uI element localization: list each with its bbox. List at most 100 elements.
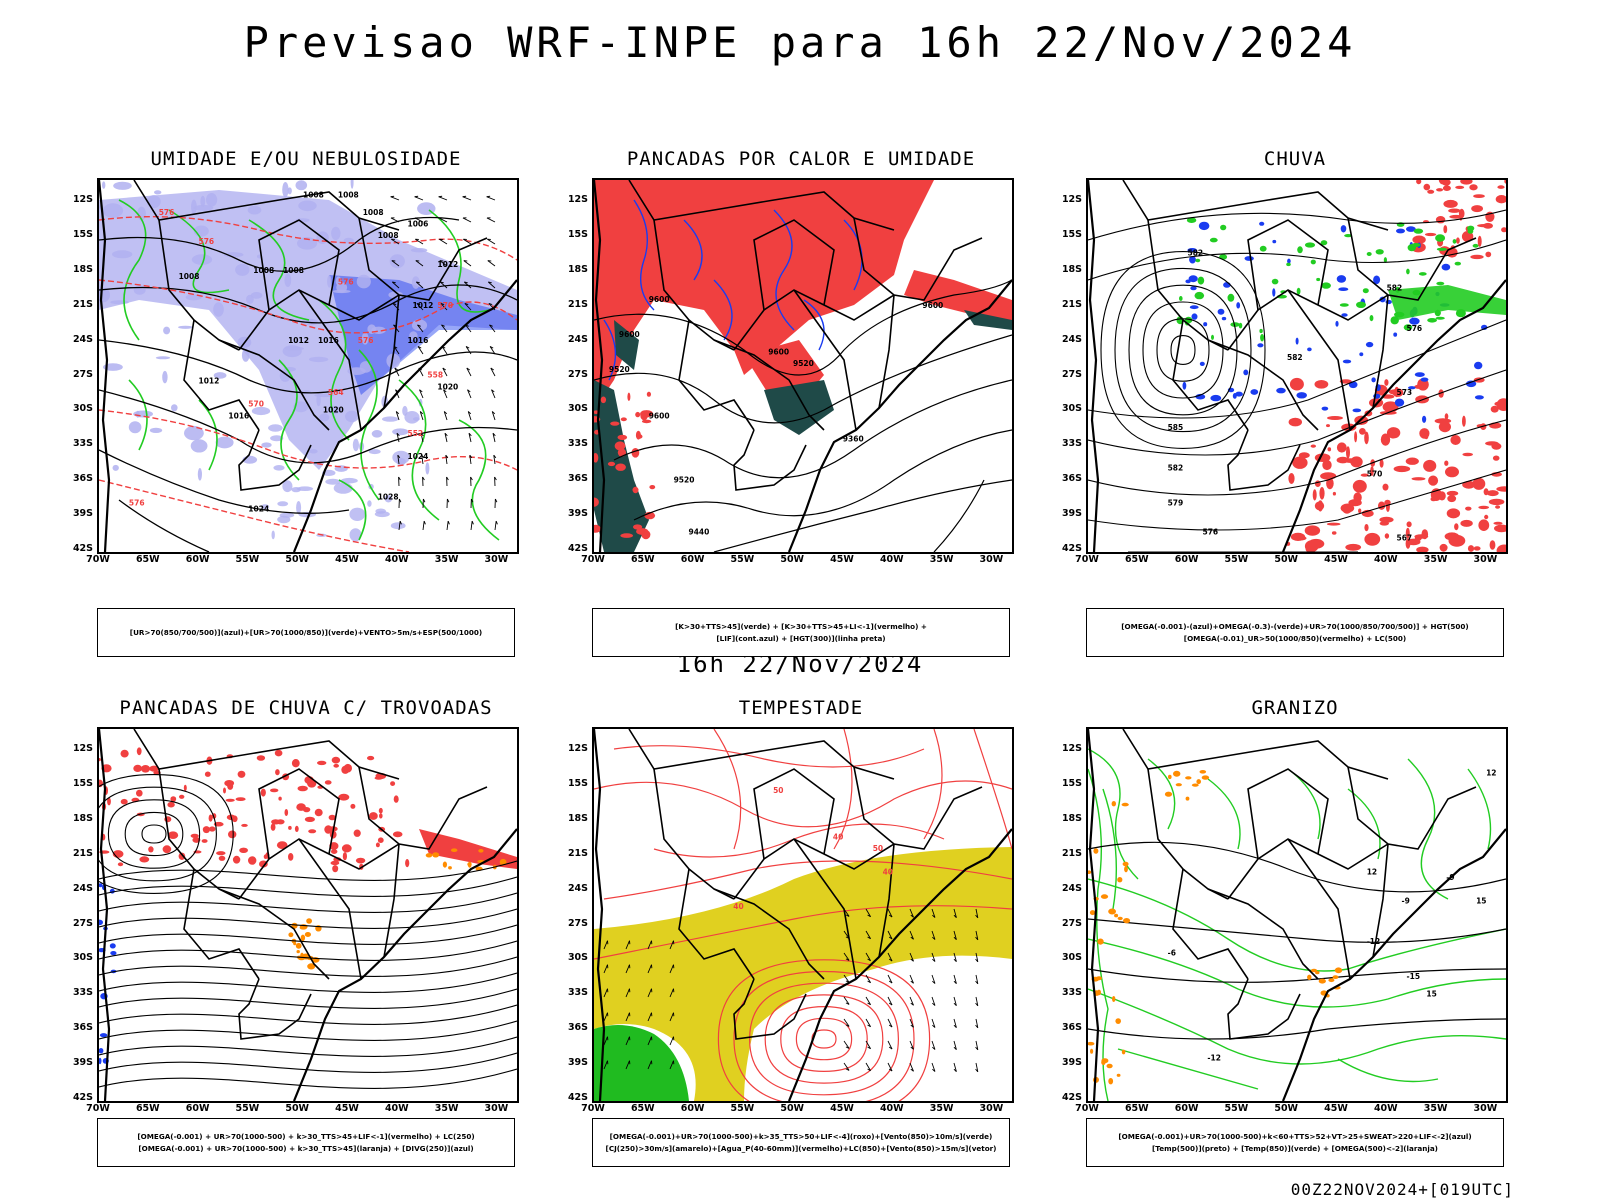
wind-arrow-head bbox=[441, 324, 445, 327]
wind-arrow bbox=[415, 260, 424, 267]
streamlines-250-line bbox=[99, 1004, 517, 1025]
lon-tick: 45W bbox=[335, 554, 359, 565]
lif-contours-line bbox=[683, 219, 703, 281]
contour-label: 1028 bbox=[378, 493, 399, 502]
legend-line: [OMEGA(-0.001)+UR>70(1000-500)+k<60+TTS>… bbox=[1118, 1131, 1472, 1141]
wind-arrow-head bbox=[464, 281, 468, 284]
lon-tick: 65W bbox=[135, 1103, 160, 1114]
rh-cells-cell bbox=[411, 319, 428, 331]
rh-south-cells-cell bbox=[316, 394, 321, 407]
wind-arrow bbox=[494, 521, 497, 531]
temp-850-line bbox=[1088, 878, 1506, 972]
lon-tick: 70W bbox=[1075, 1103, 1099, 1114]
wind-arrow bbox=[953, 908, 957, 918]
rain-red-cell bbox=[1411, 477, 1426, 481]
rain-green-cell bbox=[1296, 287, 1301, 295]
rh-cells-cell bbox=[200, 195, 206, 207]
wind-arrow bbox=[417, 346, 424, 355]
rain-green bbox=[1176, 217, 1479, 342]
wind-arrow-head bbox=[867, 936, 871, 940]
storm-red-cell bbox=[355, 857, 366, 864]
wind-arrow bbox=[443, 411, 448, 421]
lat-tick: 18S bbox=[72, 263, 93, 275]
streamlines-250-line bbox=[99, 940, 517, 961]
wind-arrow bbox=[975, 996, 979, 1006]
contour-labels: 1008 1008 1008 1006 1008 1008 1008 1008 1012 1012… bbox=[179, 190, 459, 513]
instability-cells-cell bbox=[646, 391, 651, 397]
storm-red-cell bbox=[284, 809, 289, 816]
rh-cells-cell bbox=[112, 250, 133, 259]
wind-arrow-head bbox=[469, 454, 473, 459]
wind-arrow bbox=[440, 281, 448, 289]
wind-arrow-head bbox=[953, 1002, 957, 1006]
map-tempestade: 50 40 40 50 40 bbox=[592, 727, 1014, 1103]
rain-red-cell bbox=[1379, 459, 1384, 468]
border-line bbox=[733, 838, 895, 900]
storm-red-cell bbox=[162, 845, 172, 854]
storm-red-cell bbox=[405, 859, 410, 868]
geopotential-500-line bbox=[1114, 267, 1252, 433]
storm-red-cell bbox=[307, 779, 317, 788]
isobars-line bbox=[118, 499, 210, 552]
omega-orange-north-cell bbox=[1164, 791, 1173, 797]
map-canvas-granizo: -9 -12 -15 15 12 12 15 -6 -12 -9 bbox=[1088, 729, 1506, 1101]
lon-tick: 50W bbox=[285, 554, 310, 565]
rain-red-north-cell bbox=[1460, 180, 1473, 185]
contour-label: 9600 bbox=[649, 295, 670, 304]
wind-arrow bbox=[392, 281, 400, 289]
storm-orange-ocean-cell bbox=[442, 861, 447, 868]
storm-red-cell bbox=[350, 803, 356, 809]
rain-red-cell bbox=[1485, 441, 1499, 446]
lat-tick: 42S bbox=[1061, 1092, 1082, 1103]
rain-green-cell bbox=[1259, 245, 1267, 252]
rh-south-cells-cell bbox=[382, 416, 399, 422]
rain-blue-cell bbox=[1188, 275, 1198, 283]
streamlines-250-line bbox=[99, 1020, 517, 1041]
rain-red-cell bbox=[1304, 525, 1321, 536]
rain-red-cell bbox=[1478, 519, 1490, 531]
contour-label: 9520 bbox=[609, 365, 630, 374]
rain-green-cell bbox=[1413, 228, 1424, 234]
omega-orange-south-cell bbox=[1318, 978, 1326, 984]
wind-arrow-head bbox=[391, 260, 396, 262]
contour-label: 9440 bbox=[689, 528, 710, 537]
rain-green-cell bbox=[1271, 278, 1279, 285]
temp-850-line bbox=[1337, 1058, 1439, 1083]
rain-blue-cell bbox=[1276, 387, 1286, 394]
lat-tick: 12S bbox=[72, 743, 93, 754]
rain-red-cell bbox=[1314, 501, 1325, 511]
wind-arrow bbox=[603, 1012, 608, 1022]
wind-arrow bbox=[909, 1062, 914, 1072]
rain-red-cell bbox=[1462, 415, 1466, 427]
divergence-blue-cell bbox=[99, 919, 103, 926]
rain-blue-cell bbox=[1244, 256, 1254, 261]
rain-red-cell bbox=[1332, 491, 1336, 496]
map-canvas-umidade: 1008 1008 1008 1006 1008 1008 1008 1008 1012 1012… bbox=[99, 180, 517, 552]
rain-red-north-cell bbox=[1483, 222, 1493, 229]
wind-arrow bbox=[865, 952, 871, 961]
precipitable-water bbox=[594, 729, 1012, 1101]
rh-cells-cell bbox=[213, 302, 224, 317]
contour-label: 570 bbox=[248, 400, 264, 409]
instability-cells-cell bbox=[631, 448, 640, 458]
rain-green-cell bbox=[1197, 276, 1205, 285]
border-line bbox=[1247, 768, 1329, 860]
rain-red-cell bbox=[1354, 431, 1358, 443]
wind-arrow-head bbox=[953, 1046, 957, 1050]
rain-red-cell bbox=[1496, 544, 1506, 552]
streamlines-250-line bbox=[99, 988, 517, 1009]
temp-850-line bbox=[1102, 788, 1118, 910]
rain-red-cell bbox=[1340, 503, 1355, 513]
rain-red-north-cell bbox=[1455, 185, 1465, 189]
wind-arrow bbox=[493, 455, 496, 465]
instability-cells-cell bbox=[637, 434, 643, 439]
rain-red-cell bbox=[1405, 538, 1411, 549]
state-borders bbox=[133, 729, 488, 1040]
storm-red-cell bbox=[208, 814, 213, 822]
wind-arrow bbox=[669, 964, 674, 974]
wind-arrow-head bbox=[466, 367, 470, 371]
wind-arrow bbox=[470, 521, 473, 531]
rain-red-cell bbox=[1364, 524, 1369, 532]
contour-label: 50 bbox=[873, 844, 883, 853]
streamlines-250-line bbox=[99, 892, 517, 913]
